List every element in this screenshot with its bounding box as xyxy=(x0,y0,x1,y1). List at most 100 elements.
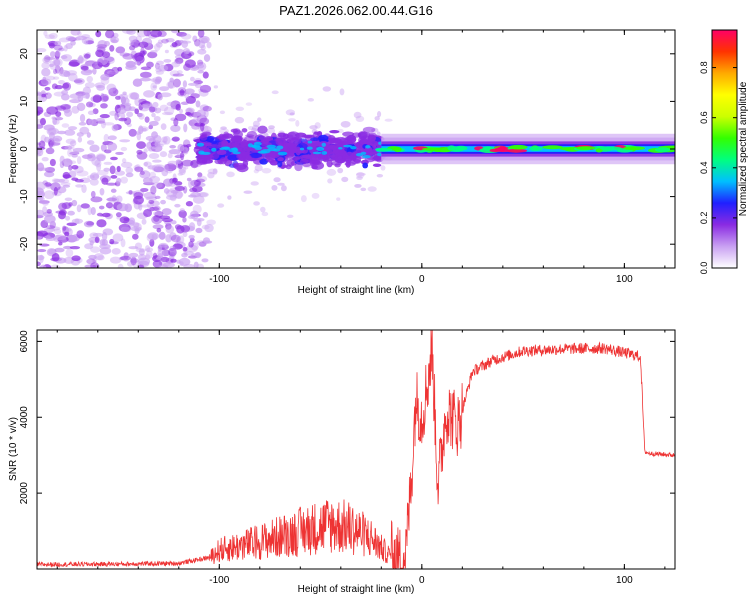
spectrogram-cell xyxy=(163,135,171,145)
spectrogram-cell xyxy=(134,108,140,115)
spectrogram-cell xyxy=(108,87,119,97)
spectrogram-cell xyxy=(232,128,241,135)
spectrogram-ytick-label: -20 xyxy=(19,237,30,252)
spectrogram-cell xyxy=(326,159,333,168)
spectrogram-cell xyxy=(165,234,173,243)
spectrogram-cell xyxy=(150,30,163,38)
spectrogram-cell xyxy=(90,262,100,268)
spectrogram-cell xyxy=(140,71,152,78)
spectrogram-cell xyxy=(44,34,55,40)
spectrogram-cell xyxy=(171,30,180,34)
spectrogram-cell xyxy=(172,243,183,250)
spectrogram-cell xyxy=(74,179,84,183)
spectrogram-cell xyxy=(189,210,200,220)
spectrogram-cell xyxy=(56,186,67,194)
spectrogram-cell xyxy=(184,59,196,68)
spectrogram-cell xyxy=(143,90,155,98)
spectrogram-cell xyxy=(196,263,204,268)
spectrogram-cell xyxy=(121,30,134,34)
spectrogram-cell xyxy=(139,170,151,179)
spectrogram-cell xyxy=(145,245,151,252)
spectrogram-cell xyxy=(226,171,235,178)
spectrogram-cell xyxy=(96,44,108,49)
spectrogram-cell xyxy=(277,160,283,168)
spectrogram-cell xyxy=(107,135,117,141)
spectrogram-cell xyxy=(148,199,155,204)
spectrogram-cell xyxy=(192,35,198,43)
spectrogram-cell xyxy=(116,203,129,212)
spectrogram-cell xyxy=(125,172,134,178)
spectrogram-cell xyxy=(241,128,248,133)
spectrogram-cell xyxy=(52,58,63,67)
spectrogram-cell xyxy=(195,155,205,159)
spectrogram-cell xyxy=(343,144,352,148)
spectrogram-cell xyxy=(285,164,292,170)
spectrogram-cell xyxy=(96,219,107,228)
spectrogram-cell xyxy=(54,247,65,253)
spectrogram-cell xyxy=(136,112,143,118)
spectrogram-cell xyxy=(161,168,169,177)
spectrogram-cell xyxy=(111,124,119,132)
spectrogram-cell xyxy=(158,264,169,268)
spectrogram-cell xyxy=(576,146,596,150)
spectrogram-cell xyxy=(67,148,73,157)
spectrogram-cell xyxy=(165,194,177,201)
spectrogram-cell xyxy=(356,171,365,179)
spectrogram-cell xyxy=(128,35,138,42)
spectrogram-cell xyxy=(152,252,158,259)
spectrogram-cell xyxy=(149,238,155,247)
spectrogram-cell xyxy=(48,248,56,255)
spectrogram-cell xyxy=(95,49,104,58)
spectrogram-cell xyxy=(306,146,313,150)
spectrogram-cell xyxy=(53,44,63,51)
spectrogram-cell xyxy=(86,154,97,162)
spectrogram-cell xyxy=(110,156,118,161)
spectrogram-cell xyxy=(89,144,100,153)
spectrogram-cell xyxy=(163,178,174,187)
spectrogram-cell xyxy=(120,238,126,248)
spectrogram-cell xyxy=(49,158,56,167)
spectrogram-cell xyxy=(358,130,368,140)
spectrogram-cell xyxy=(277,132,287,138)
spectrogram-cell xyxy=(178,257,191,266)
spectrogram-cell xyxy=(80,203,90,209)
spectrogram-cell xyxy=(50,182,61,192)
spectrogram-cell xyxy=(120,161,133,168)
spectrogram-cell xyxy=(247,125,254,131)
spectrogram-cell xyxy=(185,111,192,116)
spectrogram-cell xyxy=(180,225,191,233)
spectrogram-cell xyxy=(81,34,91,39)
spectrogram-cell xyxy=(85,101,94,108)
spectrogram-cell xyxy=(109,36,120,44)
spectrogram-xtick-label: 100 xyxy=(616,274,633,285)
spectrogram-cell xyxy=(138,125,144,135)
spectrogram-cell xyxy=(153,211,158,216)
spectrogram-cell xyxy=(45,235,51,239)
spectrogram-cell xyxy=(79,113,86,123)
spectrogram-cell xyxy=(136,131,142,141)
spectrogram-cell xyxy=(235,106,245,112)
spectrogram-cell xyxy=(196,175,208,183)
spectrogram-cell xyxy=(311,165,318,170)
spectrogram-cell xyxy=(654,147,671,153)
spectrogram-cell xyxy=(147,165,158,170)
spectrogram-cell xyxy=(161,217,174,223)
spectrogram-cell xyxy=(77,136,83,143)
spectrogram-cell xyxy=(213,85,219,89)
spectrogram-cell xyxy=(261,167,272,174)
spectrogram-cell xyxy=(219,147,225,151)
spectrogram-cell xyxy=(92,256,97,265)
spectrogram-cell xyxy=(183,123,188,133)
spectrogram-cell xyxy=(86,140,95,145)
spectrogram-cell xyxy=(243,190,253,194)
spectrogram-cell xyxy=(75,35,88,41)
spectrogram-cell xyxy=(165,38,175,43)
spectrogram-cell xyxy=(309,125,318,130)
snr-ticks: -100 0 100 2000 4000 6000 xyxy=(19,330,675,586)
spectrogram-cell xyxy=(90,206,96,216)
snr-line-layer xyxy=(37,330,675,569)
spectrogram-cell xyxy=(68,202,73,207)
spectrogram-cell xyxy=(341,176,349,183)
spectrogram-cell xyxy=(120,255,132,261)
spectrogram-cell xyxy=(83,53,91,59)
